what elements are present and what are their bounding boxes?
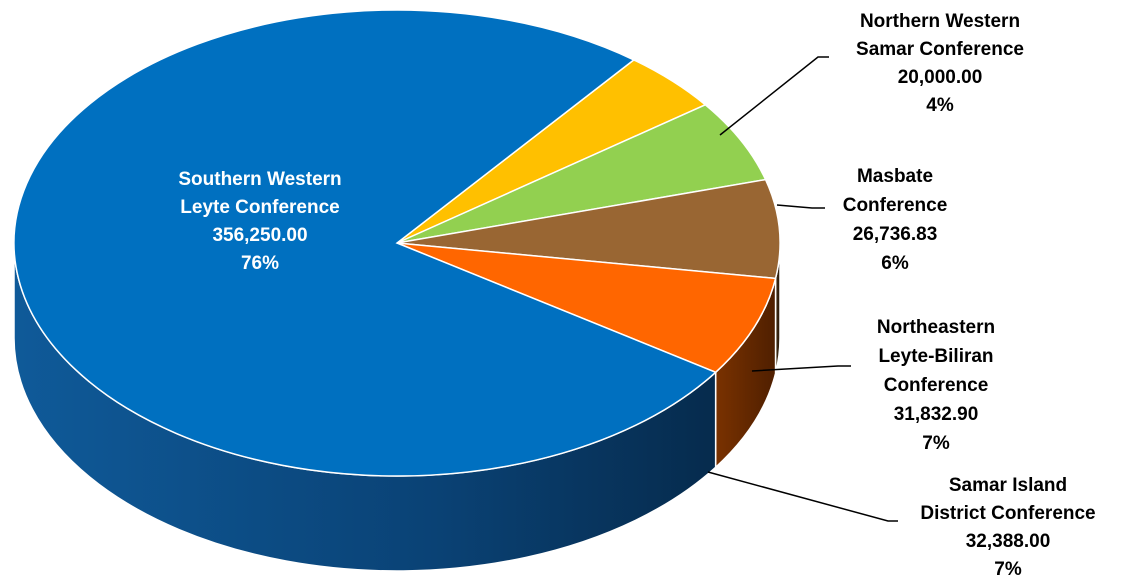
data-label-line: District Conference [920, 503, 1095, 524]
pie-slice-3 [396, 178, 781, 280]
data-label-line: 76% [241, 253, 279, 274]
data-label-3: Northeastern Leyte-Biliran Conference 31,83… [877, 317, 995, 454]
data-label-line: Northern Western [860, 11, 1020, 32]
data-label-4: Samar Island District Conference 32,388.00… [920, 475, 1095, 577]
pie-slice-2 [396, 103, 767, 244]
data-label-line: Southern Western [178, 169, 341, 190]
data-label-line: Leyte-Biliran [878, 346, 993, 367]
data-label-line: Conference [843, 195, 948, 216]
data-label-line: 356,250.00 [212, 225, 307, 246]
data-label-2: Masbate Conference 26,736.83 6% [843, 166, 948, 274]
data-label-line: 32,388.00 [966, 531, 1051, 552]
pie-slice-0 [13, 9, 718, 477]
data-label-line: 7% [922, 433, 950, 454]
leader-line-4 [707, 471, 898, 522]
data-label-group: Southern Western Leyte Conference 356,250.… [178, 11, 1095, 577]
leader-line-group [707, 56, 898, 522]
leader-line-2 [776, 204, 825, 209]
data-label-1: Northern Western Samar Conference 20,000.0… [856, 11, 1024, 116]
pie-top-group [13, 9, 781, 477]
data-label-line: Samar Conference [856, 39, 1024, 60]
data-label-line: Conference [884, 375, 989, 396]
data-label-line: 4% [926, 95, 954, 116]
leader-line-1 [719, 56, 829, 136]
data-label-line: Northeastern [877, 317, 995, 338]
data-label-line: 20,000.00 [898, 67, 983, 88]
data-label-line: 6% [881, 253, 909, 274]
data-label-line: 26,736.83 [853, 224, 938, 245]
leader-line-3 [751, 365, 851, 372]
data-label-line: Leyte Conference [180, 197, 339, 218]
data-label-0: Southern Western Leyte Conference 356,250.… [178, 169, 341, 274]
data-label-line: 31,832.90 [894, 404, 979, 425]
data-label-line: Masbate [857, 166, 933, 187]
data-label-line: 7% [994, 559, 1022, 577]
data-label-line: Samar Island [949, 475, 1067, 496]
pie-slice-4 [396, 242, 777, 374]
